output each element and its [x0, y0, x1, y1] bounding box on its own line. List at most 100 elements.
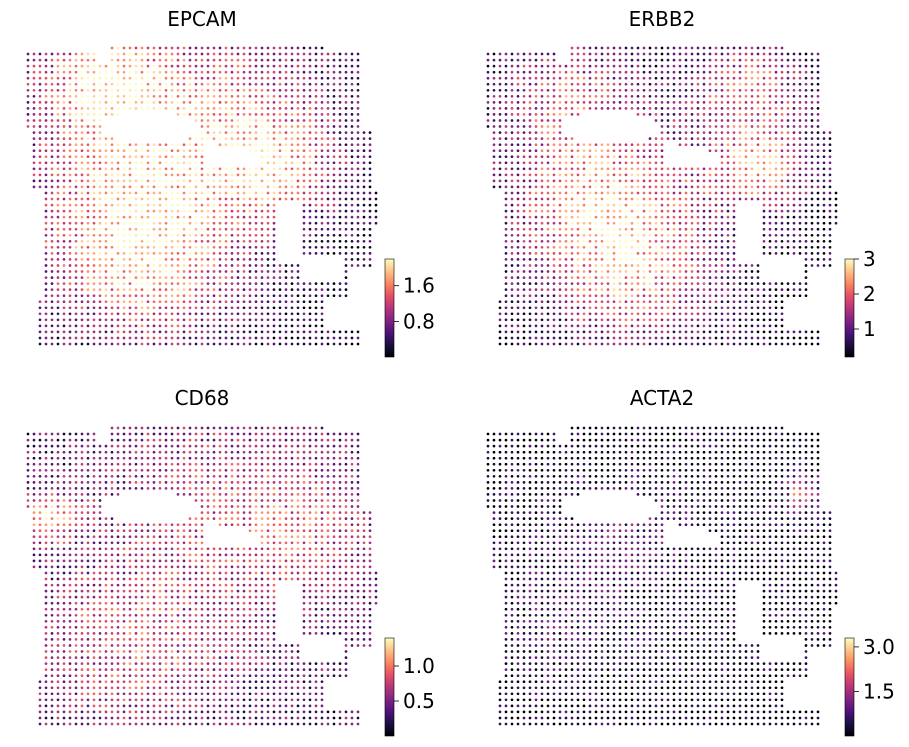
spot-epcam-1642 — [260, 233, 264, 237]
spot-erbb2-397 — [660, 88, 664, 92]
spot-erbb2-1020 — [570, 167, 574, 171]
spot-erbb2-2263 — [642, 312, 646, 316]
spot-epcam-714 — [326, 125, 330, 128]
spot-erbb2-1666 — [558, 239, 562, 243]
spot-epcam-2489 — [350, 336, 354, 340]
spot-erbb2-1797 — [732, 252, 736, 255]
spot-erbb2-652 — [654, 119, 658, 122]
spot-epcam-41 — [56, 52, 60, 56]
spot-epcam-2261 — [170, 312, 174, 316]
spot-epcam-220 — [146, 70, 150, 74]
spot-erbb2-1272 — [726, 191, 730, 195]
spot-epcam-2241 — [50, 312, 54, 316]
spot-epcam-816 — [92, 143, 96, 147]
spot-erbb2-2377 — [750, 324, 754, 328]
spot-epcam-1061 — [356, 167, 360, 171]
spot-erbb2-1414 — [594, 209, 598, 213]
spot-epcam-2161 — [146, 300, 150, 304]
spot-erbb2-1117 — [810, 173, 814, 177]
spot-erbb2-1171 — [792, 179, 796, 183]
spot-epcam-399 — [212, 88, 216, 92]
spot-epcam-544 — [74, 107, 78, 110]
spot-erbb2-415 — [768, 88, 772, 92]
spot-epcam-913 — [44, 155, 48, 159]
spot-epcam-2221 — [218, 306, 222, 310]
spot-epcam-315 — [44, 82, 48, 86]
spot-epcam-1153 — [224, 179, 228, 183]
spot-erbb2-868 — [534, 149, 538, 153]
spot-epcam-2029 — [278, 282, 282, 285]
spot-erbb2-1155 — [696, 179, 700, 183]
spot-epcam-1472 — [170, 215, 174, 219]
spot-erbb2-1278 — [762, 191, 766, 195]
spot-erbb2-244 — [750, 70, 754, 74]
spot-epcam-1284 — [338, 191, 342, 195]
spot-erbb2-2096 — [528, 294, 532, 298]
spot-erbb2-1636 — [684, 233, 688, 237]
spot-epcam-665 — [272, 119, 276, 122]
spot-erbb2-1248 — [582, 191, 586, 195]
spot-erbb2-215 — [576, 70, 580, 74]
spot-epcam-2075 — [248, 288, 252, 291]
spot-epcam-1742 — [248, 245, 252, 249]
spot-epcam-840 — [248, 143, 252, 147]
spot-epcam-1993 — [62, 282, 66, 285]
spot-erbb2-513 — [684, 101, 688, 104]
spot-epcam-852 — [320, 143, 324, 147]
spot-epcam-2323 — [254, 318, 258, 322]
spot-erbb2-1135 — [576, 179, 580, 183]
spot-erbb2-1485 — [708, 215, 712, 219]
spot-epcam-1142 — [158, 179, 162, 183]
spot-erbb2-1387 — [768, 203, 772, 207]
spot-erbb2-2319 — [690, 318, 694, 322]
spot-epcam-1451 — [44, 215, 48, 219]
spot-epcam-908 — [356, 149, 360, 153]
spot-erbb2-1409 — [564, 209, 568, 213]
spot-erbb2-934 — [630, 155, 634, 159]
spot-erbb2-885 — [636, 149, 640, 153]
spot-erbb2-702 — [714, 125, 718, 128]
spot-erbb2-1289 — [828, 191, 832, 195]
spot-epcam-2060 — [158, 288, 162, 291]
spot-erbb2-1799 — [768, 252, 772, 255]
spot-epcam-208 — [74, 70, 78, 74]
spot-erbb2-1615 — [558, 233, 562, 237]
spot-erbb2-789 — [732, 137, 736, 140]
spot-epcam-1325 — [248, 197, 252, 201]
spot-erbb2-1449 — [828, 209, 832, 213]
spot-epcam-733 — [206, 131, 210, 134]
spot-erbb2-2434 — [804, 330, 808, 334]
spot-epcam-936 — [182, 155, 186, 159]
spot-epcam-1266 — [230, 191, 234, 195]
spot-epcam-1291 — [44, 197, 48, 201]
spot-epcam-16 — [206, 46, 210, 50]
spot-epcam-995 — [302, 161, 306, 165]
spot-epcam-2239 — [38, 312, 42, 316]
spot-epcam-541 — [56, 107, 60, 110]
spot-erbb2-787 — [720, 137, 724, 140]
spot-epcam-56 — [158, 52, 162, 56]
spot-erbb2-377 — [540, 88, 544, 92]
spot-erbb2-1738 — [684, 245, 688, 249]
spot-erbb2-1898 — [810, 264, 814, 267]
spot-epcam-2524 — [236, 342, 240, 346]
spot-erbb2-1238 — [522, 191, 526, 195]
spot-erbb2-697 — [684, 125, 688, 128]
spot-erbb2-1294 — [522, 197, 526, 201]
spot-erbb2-1336 — [774, 197, 778, 201]
spot-erbb2-87 — [804, 52, 808, 56]
spot-epcam-1820 — [104, 258, 108, 261]
spot-epcam-783 — [236, 137, 240, 140]
spot-epcam-822 — [128, 143, 132, 147]
spot-epcam-2451 — [122, 336, 126, 340]
spot-epcam-2308 — [164, 318, 168, 322]
spot-erbb2-304 — [774, 76, 778, 80]
spot-epcam-2327 — [278, 318, 282, 322]
spot-erbb2-435 — [552, 94, 556, 98]
spot-epcam-709 — [296, 125, 300, 128]
spot-erbb2-219 — [600, 70, 604, 74]
spot-erbb2-38 — [498, 52, 502, 56]
spot-epcam-1292 — [50, 197, 54, 201]
spot-epcam-920 — [86, 155, 90, 159]
spot-epcam-1833 — [182, 258, 186, 261]
